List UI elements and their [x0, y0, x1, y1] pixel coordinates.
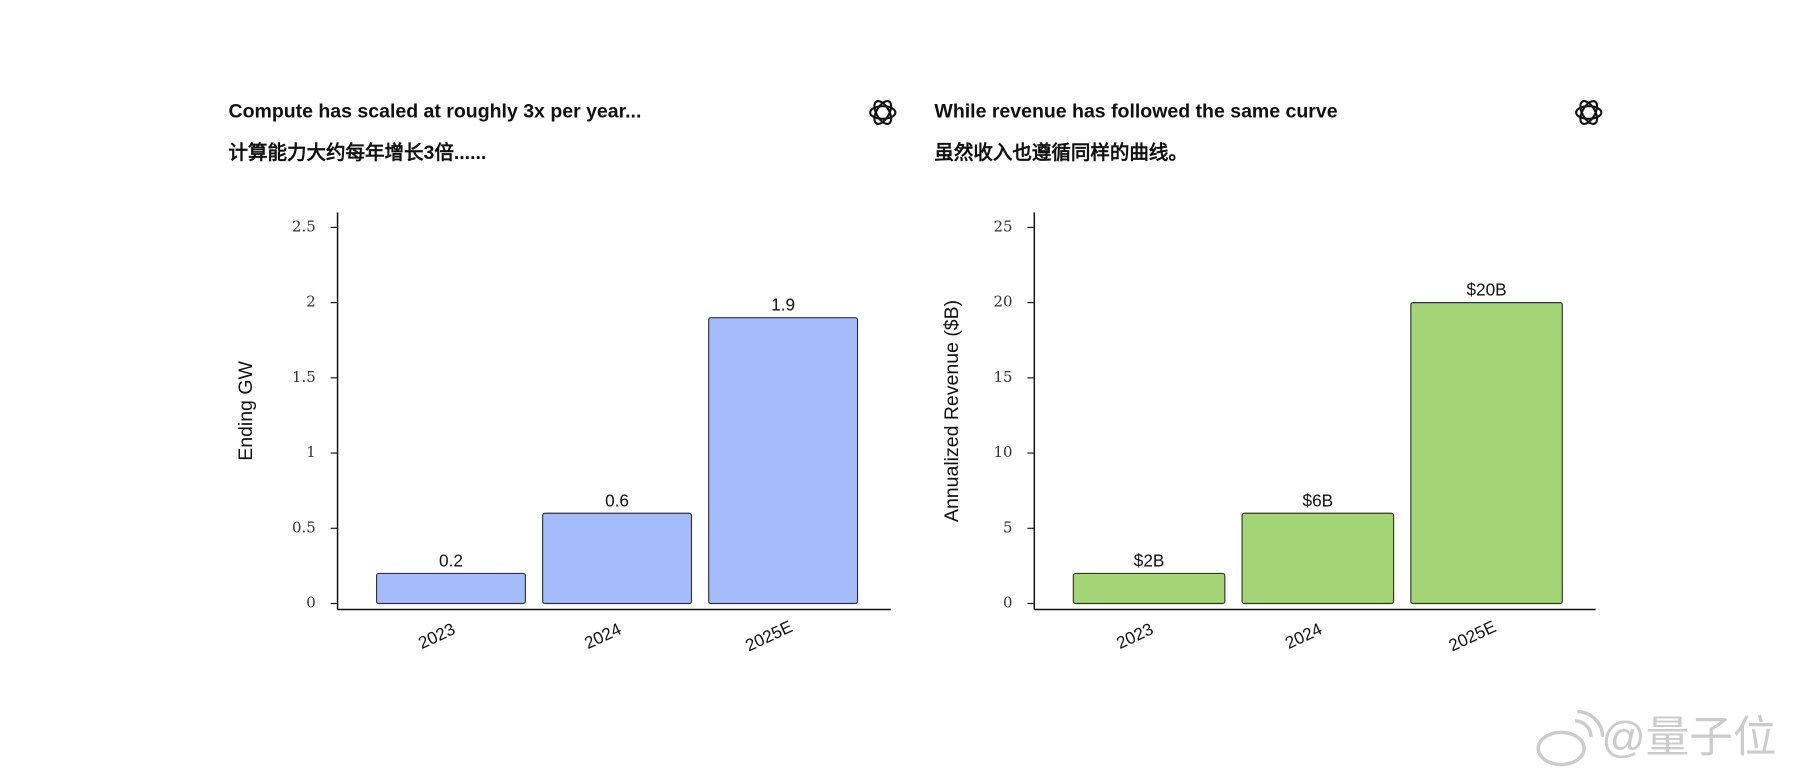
value-label: 0.2: [439, 550, 463, 570]
x-tick-label: 2025E: [1445, 616, 1499, 655]
chart-title: Compute has scaled at roughly 3x per yea…: [228, 101, 641, 123]
value-label: $2B: [1134, 550, 1165, 570]
y-tick-label: 0.5: [292, 518, 316, 536]
bar: [708, 317, 859, 605]
chart-title: While revenue has followed the same curv…: [934, 101, 1337, 123]
x-tick-label: 2025E: [742, 616, 796, 655]
y-tick-label: 0: [1003, 594, 1012, 612]
bar: [1072, 572, 1226, 605]
x-tick-label: 2024: [581, 618, 625, 652]
y-tick-label: 0: [306, 594, 315, 612]
bar: [375, 572, 526, 605]
y-tick-label: 1.5: [292, 368, 316, 386]
value-label: $6B: [1303, 490, 1334, 510]
y-tick-label: 2: [306, 293, 315, 311]
y-axis-label: Annualized Revenue ($B): [941, 300, 963, 522]
y-tick-label: 5: [1003, 518, 1012, 536]
x-tick-label: 2024: [1282, 618, 1326, 652]
chart-subtitle: 计算能力大约每年增长3倍......: [228, 141, 486, 164]
bar: [1241, 512, 1395, 605]
y-tick-label: 2.5: [292, 217, 316, 235]
y-tick-label: 20: [994, 293, 1013, 311]
logo: [869, 100, 1603, 125]
value-label: 1.9: [771, 295, 795, 315]
bar: [1410, 302, 1563, 605]
y-tick-label: 25: [994, 217, 1013, 235]
y-tick-label: 15: [994, 368, 1013, 386]
watermark: @量子位: [1601, 714, 1776, 762]
chart-subtitle: 虽然收入也遵循同样的曲线。: [934, 141, 1188, 164]
value-label: $20B: [1466, 280, 1506, 300]
y-axis-label: Ending GW: [235, 360, 257, 460]
bar: [542, 512, 693, 605]
y-tick-label: 10: [994, 443, 1013, 461]
watermark-icon: [1536, 709, 1605, 767]
y-tick-label: 1: [306, 443, 315, 461]
value-label: 0.6: [605, 490, 629, 510]
x-tick-label: 2023: [415, 619, 458, 653]
x-tick-label: 2023: [1113, 619, 1156, 653]
